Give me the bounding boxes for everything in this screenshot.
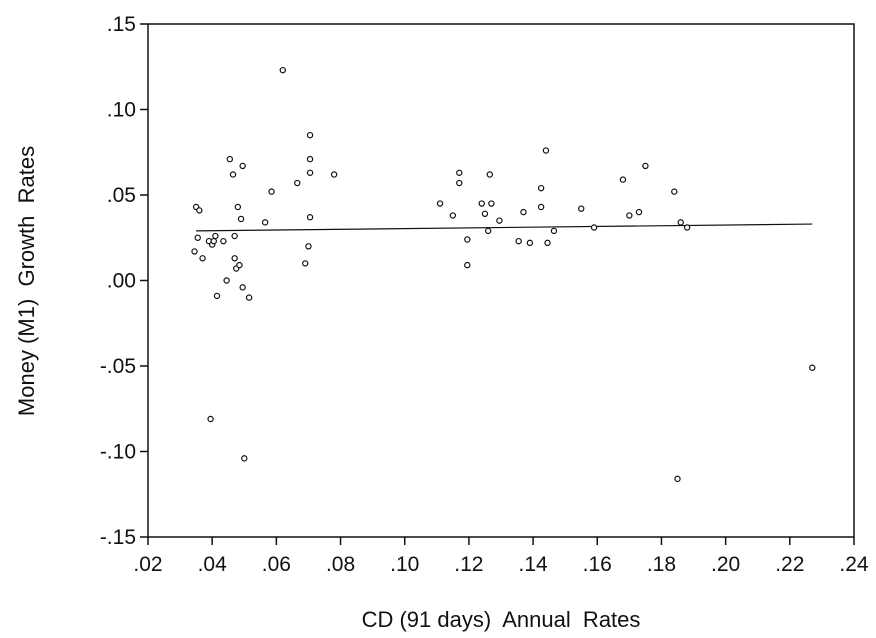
- y-tick-label: -.10: [100, 441, 136, 464]
- data-point: [306, 131, 314, 139]
- x-axis-title: CD (91 days) Annual Rates: [362, 607, 641, 632]
- y-tick-label: -.05: [100, 355, 136, 378]
- data-point: [306, 214, 314, 221]
- data-point: [478, 200, 485, 207]
- x-axis: .02 .04 .06 .08 .10 .12 .14 .16 .18 .20 .22 .24: [133, 537, 869, 576]
- y-tick-label: .15: [107, 13, 136, 36]
- data-point: [464, 236, 471, 243]
- x-tick-label: .20: [711, 553, 740, 576]
- data-point: [456, 179, 463, 187]
- data-point: [229, 171, 237, 178]
- data-point: [220, 237, 227, 245]
- data-point: [544, 239, 551, 247]
- fit-line: [196, 223, 813, 232]
- x-tick-label: .22: [775, 553, 804, 576]
- data-point: [231, 232, 238, 240]
- data-point: [234, 203, 242, 211]
- data-point: [496, 217, 503, 224]
- data-point: [436, 200, 444, 207]
- data-point: [196, 207, 203, 214]
- data-point: [674, 475, 681, 483]
- data-point: [223, 277, 230, 284]
- x-tick-label: .12: [454, 553, 483, 576]
- data-point: [484, 227, 492, 235]
- data-point: [239, 162, 246, 170]
- data-point: [231, 255, 238, 262]
- data-point: [456, 169, 463, 176]
- data-point: [578, 205, 585, 212]
- data-point: [515, 237, 522, 245]
- data-point: [236, 261, 243, 269]
- data-point: [306, 169, 314, 176]
- data-point: [481, 210, 489, 218]
- data-point: [683, 224, 691, 231]
- data-point: [449, 212, 457, 219]
- data-point: [537, 203, 545, 211]
- data-point: [191, 248, 198, 255]
- x-tick-label: .24: [839, 553, 869, 576]
- x-tick-label: .04: [198, 553, 228, 576]
- data-point: [488, 200, 495, 207]
- x-tick-label: .16: [583, 553, 612, 576]
- data-point: [199, 255, 206, 262]
- data-point: [305, 243, 312, 250]
- data-point: [626, 212, 633, 219]
- x-tick-label: .08: [326, 553, 355, 576]
- data-point: [261, 219, 269, 226]
- plot-frame: [147, 23, 855, 538]
- data-point: [330, 171, 338, 178]
- x-tick-label: .10: [390, 553, 419, 576]
- data-point: [207, 415, 214, 423]
- data-point: [677, 219, 684, 226]
- data-point: [642, 162, 649, 170]
- data-point: [542, 147, 550, 154]
- y-tick-label: -.15: [100, 526, 136, 549]
- data-point: [306, 155, 314, 163]
- y-tick-label: .05: [107, 184, 136, 207]
- y-axis-title: Money (M1) Growth Rates: [14, 146, 39, 416]
- data-point: [294, 179, 301, 187]
- data-point: [464, 261, 471, 269]
- data-point: [279, 66, 286, 74]
- data-point: [210, 237, 217, 245]
- y-tick-label: .00: [107, 270, 136, 293]
- x-tick-label: .14: [518, 553, 548, 576]
- data-point: [213, 292, 221, 300]
- data-point: [194, 234, 201, 241]
- data-point: [590, 224, 598, 231]
- data-point: [268, 188, 275, 195]
- data-point: [237, 215, 245, 223]
- data-point: [619, 176, 627, 183]
- data-point: [486, 171, 493, 178]
- data-point: [671, 188, 678, 195]
- y-axis: .15 .10 .05 .00 -.05 -.10 -.15: [100, 13, 148, 549]
- data-point: [226, 155, 234, 163]
- data-point: [241, 455, 248, 462]
- data-point: [635, 208, 643, 216]
- y-tick-label: .10: [107, 99, 136, 122]
- data-points: [191, 66, 816, 483]
- data-point: [239, 284, 246, 291]
- data-point: [537, 184, 545, 192]
- data-point: [526, 239, 534, 247]
- x-tick-label: .18: [647, 553, 676, 576]
- data-point: [520, 208, 527, 216]
- data-point: [550, 227, 558, 235]
- data-point: [245, 294, 253, 301]
- x-tick-label: .02: [133, 553, 162, 576]
- data-point: [809, 364, 816, 371]
- x-tick-label: .06: [262, 553, 291, 576]
- data-point: [302, 260, 309, 267]
- data-point: [212, 232, 219, 240]
